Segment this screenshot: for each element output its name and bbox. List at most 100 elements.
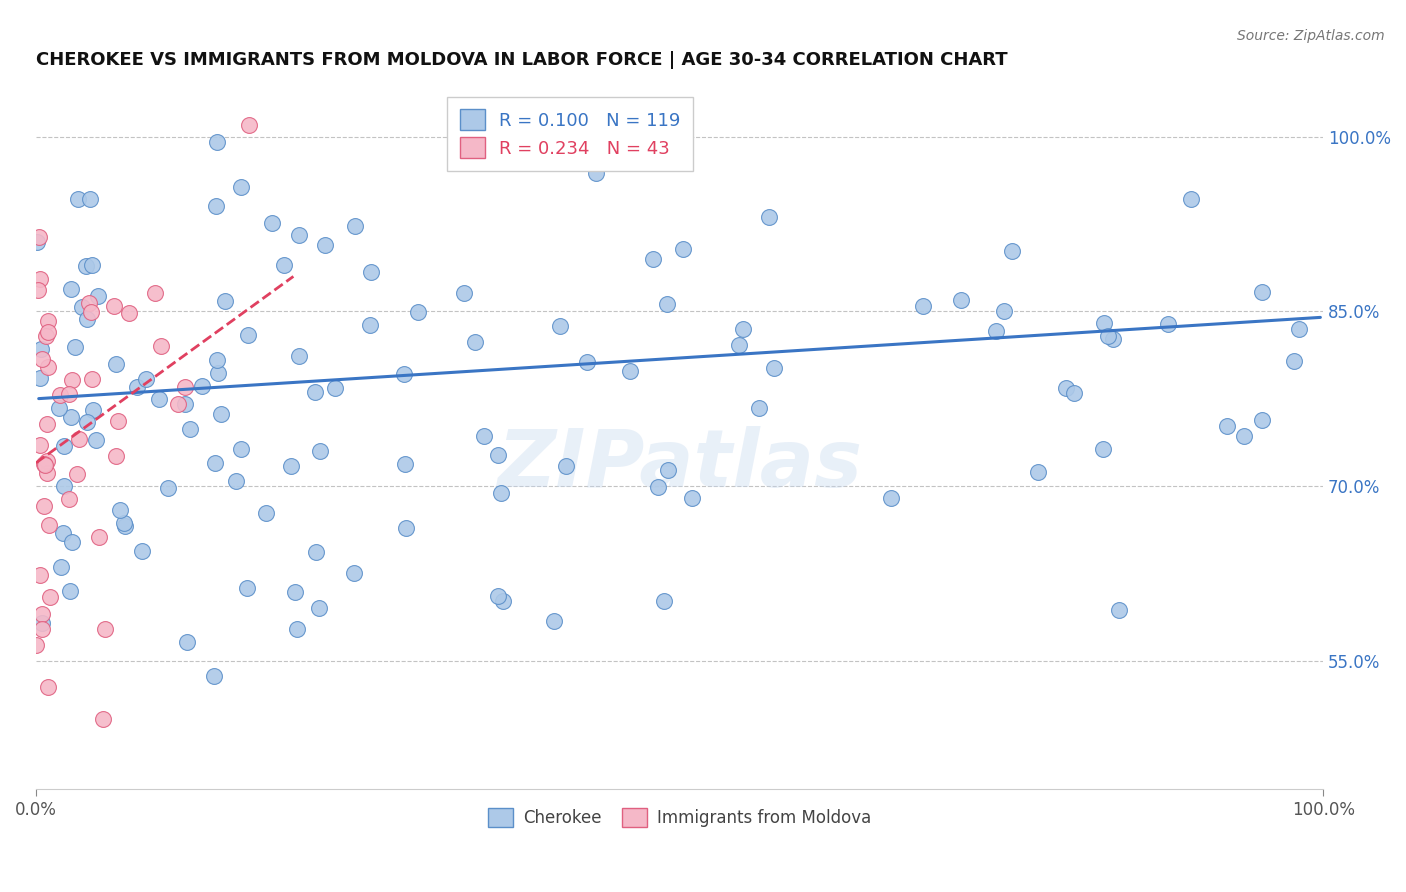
Point	[49, 560, 72, 574]
Text: Source: ZipAtlas.com: Source: ZipAtlas.com	[1237, 29, 1385, 44]
Point	[392, 367, 415, 381]
Point	[236, 328, 259, 343]
Point	[37, 466, 59, 480]
Point	[135, 372, 157, 386]
Point	[880, 491, 903, 505]
Point	[238, 118, 260, 132]
Point	[647, 480, 669, 494]
Point	[28, 437, 51, 451]
Point	[174, 397, 197, 411]
Point	[31, 622, 53, 636]
Point	[543, 614, 565, 628]
Point	[1108, 603, 1130, 617]
Point	[1251, 285, 1274, 300]
Point	[84, 434, 107, 448]
Point	[273, 258, 295, 272]
Point	[758, 210, 780, 224]
Point	[93, 622, 115, 636]
Point	[32, 457, 55, 471]
Point	[652, 594, 675, 608]
Point	[214, 293, 236, 308]
Point	[235, 581, 257, 595]
Point	[107, 414, 129, 428]
Point	[343, 219, 366, 233]
Point	[174, 380, 197, 394]
Point	[280, 459, 302, 474]
Point	[148, 392, 170, 406]
Point	[28, 229, 51, 244]
Point	[37, 314, 59, 328]
Point	[80, 371, 103, 385]
Point	[657, 297, 679, 311]
Point	[395, 521, 418, 535]
Point	[60, 373, 83, 387]
Point	[731, 322, 754, 336]
Point	[31, 615, 53, 630]
Point	[34, 458, 56, 472]
Point	[28, 370, 51, 384]
Point	[80, 258, 103, 272]
Point	[472, 429, 495, 443]
Point	[58, 492, 80, 507]
Point	[464, 335, 486, 350]
Legend: Cherokee, Immigrants from Moldova: Cherokee, Immigrants from Moldova	[481, 801, 877, 834]
Point	[211, 408, 233, 422]
Point	[104, 449, 127, 463]
Point	[1233, 429, 1256, 443]
Point	[229, 442, 252, 457]
Point	[1288, 322, 1310, 336]
Point	[59, 584, 82, 599]
Point	[77, 296, 100, 310]
Point	[37, 680, 59, 694]
Point	[191, 379, 214, 393]
Point	[993, 304, 1015, 318]
Point	[288, 227, 311, 242]
Point	[360, 264, 382, 278]
Point	[108, 503, 131, 517]
Point	[66, 192, 89, 206]
Point	[453, 285, 475, 300]
Point	[548, 318, 571, 333]
Point	[114, 519, 136, 533]
Point	[37, 359, 59, 374]
Point	[202, 669, 225, 683]
Point	[576, 355, 599, 369]
Point	[58, 387, 80, 401]
Point	[1092, 316, 1115, 330]
Point	[37, 326, 59, 340]
Point	[285, 623, 308, 637]
Point	[619, 364, 641, 378]
Point	[585, 166, 607, 180]
Point	[125, 380, 148, 394]
Point	[288, 349, 311, 363]
Point	[53, 439, 76, 453]
Point	[657, 463, 679, 477]
Point	[35, 453, 58, 467]
Point	[1063, 385, 1085, 400]
Point	[38, 518, 60, 533]
Point	[82, 403, 104, 417]
Point	[35, 329, 58, 343]
Point	[359, 318, 381, 332]
Point	[1054, 381, 1077, 395]
Point	[156, 482, 179, 496]
Point	[1028, 466, 1050, 480]
Point	[728, 337, 751, 351]
Point	[179, 421, 201, 435]
Point	[25, 235, 48, 249]
Point	[103, 300, 125, 314]
Point	[207, 353, 229, 368]
Point	[31, 351, 53, 366]
Text: CHEROKEE VS IMMIGRANTS FROM MOLDOVA IN LABOR FORCE | AGE 30-34 CORRELATION CHART: CHEROKEE VS IMMIGRANTS FROM MOLDOVA IN L…	[37, 51, 1008, 69]
Point	[30, 568, 52, 582]
Point	[176, 635, 198, 649]
Point	[748, 401, 770, 416]
Point	[37, 417, 59, 431]
Point	[48, 388, 70, 402]
Point	[394, 457, 416, 471]
Point	[30, 272, 52, 286]
Point	[39, 590, 62, 604]
Point	[555, 458, 578, 473]
Point	[30, 342, 52, 356]
Point	[304, 385, 326, 400]
